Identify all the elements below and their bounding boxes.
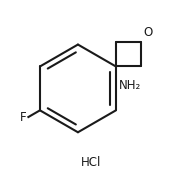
Text: F: F xyxy=(20,111,27,124)
Text: O: O xyxy=(144,26,153,39)
Text: HCl: HCl xyxy=(81,156,101,169)
Text: NH₂: NH₂ xyxy=(119,79,141,92)
